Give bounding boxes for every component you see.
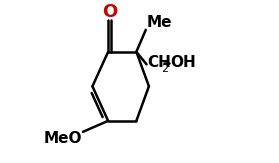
Text: O: O xyxy=(102,3,117,21)
Text: OH: OH xyxy=(170,55,196,70)
Text: CH: CH xyxy=(147,55,171,70)
Text: MeO: MeO xyxy=(44,131,82,146)
Text: 2: 2 xyxy=(161,64,168,74)
Text: Me: Me xyxy=(146,15,172,30)
